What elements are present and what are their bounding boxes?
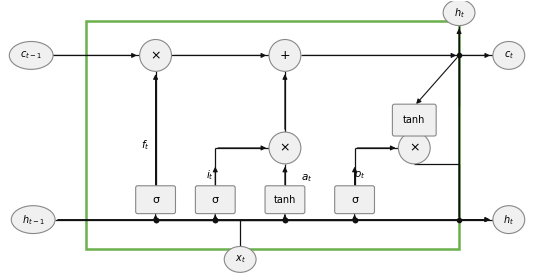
Circle shape [269,39,301,71]
Text: $c_t$: $c_t$ [504,50,514,61]
Text: $i_t$: $i_t$ [207,168,214,182]
Text: ×: × [150,49,161,62]
FancyBboxPatch shape [265,186,305,214]
Text: σ: σ [152,195,159,205]
Text: $x_t$: $x_t$ [235,253,246,265]
FancyBboxPatch shape [136,186,176,214]
Ellipse shape [493,206,525,234]
Ellipse shape [11,206,55,234]
Circle shape [140,39,171,71]
Ellipse shape [9,41,53,69]
Ellipse shape [443,0,475,25]
Ellipse shape [493,41,525,69]
Circle shape [398,132,430,164]
Text: ×: × [409,141,420,155]
FancyBboxPatch shape [195,186,235,214]
Text: +: + [280,49,291,62]
Circle shape [269,132,301,164]
Text: $h_{t-1}$: $h_{t-1}$ [22,213,44,227]
Text: $o_t$: $o_t$ [354,169,365,181]
Text: $h_t$: $h_t$ [504,213,514,227]
Text: $c_{t-1}$: $c_{t-1}$ [20,50,42,61]
Text: $a_t$: $a_t$ [301,172,313,184]
Text: σ: σ [212,195,219,205]
Text: tanh: tanh [403,115,425,125]
Text: σ: σ [351,195,358,205]
FancyBboxPatch shape [392,104,436,136]
FancyBboxPatch shape [334,186,375,214]
Text: ×: × [280,141,290,155]
Ellipse shape [224,246,256,272]
Text: $h_t$: $h_t$ [454,6,464,20]
Text: tanh: tanh [274,195,296,205]
Text: $f_t$: $f_t$ [141,138,150,152]
